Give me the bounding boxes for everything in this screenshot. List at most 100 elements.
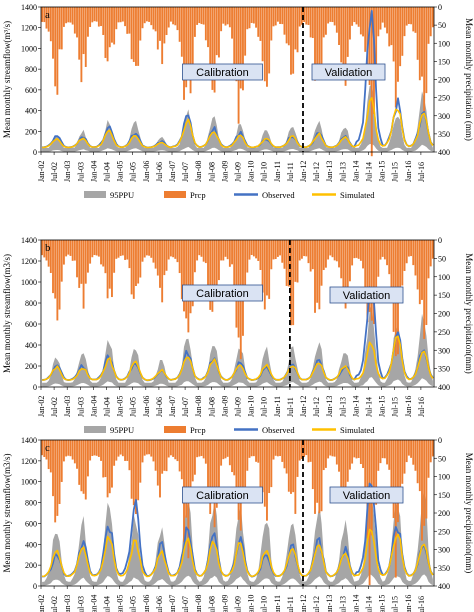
prcp-bar bbox=[84, 7, 87, 67]
prcp-bar bbox=[364, 240, 367, 304]
x-tick-label: Jul-07 bbox=[181, 397, 190, 417]
prcp-bar bbox=[257, 7, 260, 37]
prcp-bar bbox=[311, 240, 314, 270]
x-tick-label: Jul-16 bbox=[417, 596, 426, 612]
prcp-bar bbox=[150, 7, 153, 26]
prcp-bar bbox=[76, 240, 78, 278]
left-tick-label: 1000 bbox=[21, 278, 37, 287]
prcp-bar bbox=[386, 440, 388, 465]
prcp-bar bbox=[414, 240, 417, 276]
x-tick-label: Jul-14 bbox=[365, 397, 374, 417]
prcp-bar bbox=[268, 440, 271, 494]
prcp-bar bbox=[108, 7, 111, 48]
prcp-bar bbox=[91, 240, 94, 258]
prcp-bar bbox=[287, 440, 290, 492]
prcp-bar bbox=[126, 7, 129, 34]
prcp-bar bbox=[49, 7, 52, 42]
prcp-bar bbox=[189, 240, 192, 314]
prcp-bar bbox=[100, 440, 102, 461]
prcp-bar bbox=[266, 7, 268, 87]
prcp-bar bbox=[359, 7, 362, 35]
prcp-bar bbox=[298, 440, 301, 461]
prcp-bar bbox=[82, 440, 85, 494]
prcp-bar bbox=[167, 7, 170, 28]
x-tick-label: Jan-12 bbox=[299, 396, 308, 417]
right-tick-label: 100 bbox=[438, 39, 450, 48]
prcp-bar bbox=[95, 240, 98, 256]
x-tick-label: Jul-11 bbox=[286, 162, 295, 182]
prcp-bar bbox=[342, 7, 345, 71]
prcp-bar bbox=[261, 240, 264, 293]
legend-label: 95PPU bbox=[110, 190, 134, 200]
right-tick-label: 350 bbox=[438, 564, 450, 573]
prcp-bar bbox=[87, 240, 89, 273]
prcp-bar bbox=[65, 440, 68, 457]
prcp-bar bbox=[340, 240, 343, 279]
prcp-bar bbox=[276, 7, 279, 22]
prcp-bar bbox=[394, 7, 397, 108]
prcp-bar bbox=[231, 7, 233, 39]
prcp-bar bbox=[255, 440, 257, 462]
prcp-bar bbox=[351, 240, 354, 266]
prcp-bar bbox=[351, 440, 354, 464]
prcp-bar bbox=[191, 440, 194, 482]
prcp-bar bbox=[425, 240, 428, 325]
prcp-bar bbox=[403, 240, 406, 271]
x-tick-label: Jul-08 bbox=[207, 596, 216, 612]
prcp-bar bbox=[49, 440, 52, 473]
right-tick-label: 50 bbox=[438, 254, 446, 263]
prcp-bar bbox=[128, 7, 131, 34]
prcp-bar bbox=[373, 240, 375, 324]
prcp-bar bbox=[89, 7, 92, 27]
prcp-bar bbox=[169, 440, 172, 456]
right-tick-label: 200 bbox=[438, 509, 450, 518]
prcp-bar bbox=[252, 440, 255, 457]
prcp-bar bbox=[242, 7, 244, 91]
prcp-bar bbox=[318, 7, 321, 75]
prcp-bar bbox=[414, 7, 417, 33]
right-tick-label: 100 bbox=[438, 273, 450, 282]
prcp-bar bbox=[362, 240, 364, 269]
prcp-bar bbox=[412, 240, 415, 266]
prcp-bar bbox=[342, 240, 345, 301]
left-tick-label: 1400 bbox=[21, 436, 37, 445]
x-tick-label: Jul-08 bbox=[207, 162, 216, 182]
x-tick-label: Jul-12 bbox=[312, 596, 321, 612]
prcp-bar bbox=[67, 240, 70, 255]
prcp-bar bbox=[104, 440, 107, 478]
prcp-bar bbox=[93, 7, 96, 22]
prcp-bar bbox=[331, 240, 334, 258]
prcp-bar bbox=[383, 240, 386, 260]
x-tick-label: Jan-16 bbox=[404, 396, 413, 417]
prcp-bar bbox=[349, 240, 351, 282]
x-tick-label: Jul-02 bbox=[50, 162, 59, 182]
prcp-bar bbox=[351, 7, 354, 26]
prcp-bar bbox=[193, 7, 196, 37]
prcp-bar bbox=[97, 440, 100, 457]
x-tick-label: Jan-15 bbox=[378, 595, 387, 612]
prcp-bar bbox=[281, 7, 284, 25]
prcp-bar bbox=[250, 240, 253, 255]
prcp-bar bbox=[58, 240, 61, 310]
x-tick-label: Jan-12 bbox=[299, 161, 308, 182]
prcp-bar bbox=[307, 7, 310, 25]
x-tick-label: Jul-07 bbox=[181, 162, 190, 182]
right-tick-label: 0 bbox=[438, 236, 442, 245]
prcp-bar bbox=[375, 240, 378, 302]
prcp-bar bbox=[161, 240, 164, 303]
left-tick-label: 800 bbox=[25, 499, 37, 508]
prcp-bar bbox=[266, 440, 268, 521]
prcp-bar bbox=[172, 240, 175, 258]
prcp-bar bbox=[141, 7, 144, 29]
prcp-bar bbox=[405, 440, 408, 463]
prcp-bar bbox=[285, 440, 288, 474]
prcp-bar bbox=[344, 240, 347, 309]
prcp-bar bbox=[220, 7, 223, 32]
x-tick-label: Jul-03 bbox=[76, 162, 85, 182]
prcp-bar bbox=[233, 240, 236, 301]
prcp-bar bbox=[135, 440, 137, 514]
calibration-box bbox=[182, 63, 263, 81]
x-tick-label: Jul-15 bbox=[391, 596, 400, 612]
prcp-bar bbox=[270, 240, 273, 270]
legend-label: Prcp bbox=[190, 425, 206, 435]
